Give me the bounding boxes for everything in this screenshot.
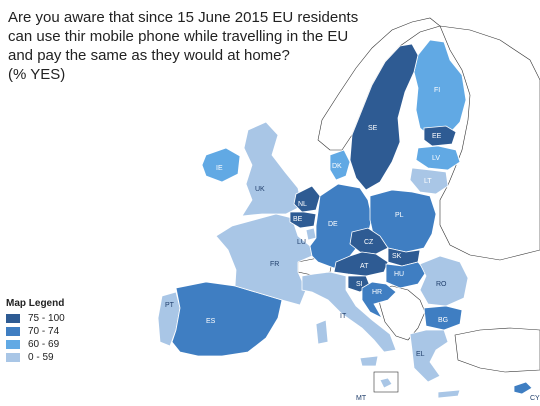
country-ro — [419, 255, 469, 307]
label-cy: CY — [530, 395, 540, 402]
legend-label: 60 - 69 — [28, 339, 60, 350]
country-mt — [379, 377, 393, 389]
balkans-shape — [377, 285, 426, 341]
label-ro: RO — [436, 281, 447, 288]
country-be — [289, 211, 317, 229]
country-hr — [361, 281, 397, 319]
legend-swatch — [6, 340, 20, 349]
country-lv — [415, 145, 461, 171]
country-cz — [349, 227, 389, 255]
country-se — [349, 43, 419, 191]
country-ee — [423, 125, 457, 147]
country-it — [301, 271, 397, 367]
title-line-3: and pay the same as they would at home? — [8, 47, 290, 64]
legend-swatch — [6, 353, 20, 362]
legend-label: 70 - 74 — [28, 326, 60, 337]
legend-item: 75 - 100 — [6, 312, 65, 325]
label-at: AT — [360, 263, 369, 270]
country-ie — [201, 147, 241, 183]
legend-item: 0 - 59 — [6, 351, 65, 364]
label-cz: CZ — [364, 239, 374, 246]
legend-label: 75 - 100 — [28, 313, 65, 324]
label-hr: HR — [372, 289, 382, 296]
legend-swatch — [6, 314, 20, 323]
label-lu: LU — [297, 239, 306, 246]
legend-swatch — [6, 327, 20, 336]
russia-belarus-shape — [439, 25, 540, 261]
label-hu: HU — [394, 271, 404, 278]
label-pt: PT — [165, 302, 175, 309]
country-cy — [513, 381, 533, 395]
label-it: IT — [340, 313, 347, 320]
title-line-2: can use thir mobile phone while travelli… — [8, 28, 349, 45]
label-si: SI — [356, 281, 363, 288]
label-nl: NL — [298, 201, 307, 208]
country-dk — [329, 149, 351, 181]
legend-title: Map Legend — [6, 298, 65, 309]
country-nl — [293, 185, 321, 213]
country-bg — [423, 305, 463, 331]
country-lu — [305, 227, 317, 241]
title-line-4: (% YES) — [8, 66, 66, 83]
label-pl: PL — [395, 212, 404, 219]
legend-item: 70 - 74 — [6, 325, 65, 338]
legend-label: 0 - 59 — [28, 352, 54, 363]
country-el — [409, 329, 461, 399]
legend-item: 60 - 69 — [6, 338, 65, 351]
label-ee: EE — [432, 133, 442, 140]
map-title: Are you aware that since 15 June 2015 EU… — [8, 8, 388, 84]
country-fi — [413, 39, 467, 139]
label-ie: IE — [216, 165, 223, 172]
country-hu — [385, 261, 427, 289]
label-sk: SK — [392, 253, 402, 260]
label-se: SE — [368, 125, 378, 132]
label-dk: DK — [332, 163, 342, 170]
label-fi: FI — [434, 87, 440, 94]
label-lt: LT — [424, 178, 432, 185]
label-uk: UK — [255, 186, 265, 193]
label-be: BE — [293, 216, 303, 223]
map-legend: Map Legend 75 - 100 70 - 74 60 - 69 0 - … — [6, 298, 65, 364]
label-es: ES — [206, 318, 216, 325]
country-lt — [409, 167, 449, 195]
label-mt: MT — [356, 395, 367, 402]
label-lv: LV — [432, 155, 440, 162]
label-fr: FR — [270, 261, 279, 268]
turkey-shape — [454, 327, 540, 373]
label-bg: BG — [438, 317, 448, 324]
label-de: DE — [328, 221, 338, 228]
country-uk — [241, 121, 303, 217]
title-line-1: Are you aware that since 15 June 2015 EU… — [8, 9, 359, 26]
label-el: EL — [416, 351, 425, 358]
